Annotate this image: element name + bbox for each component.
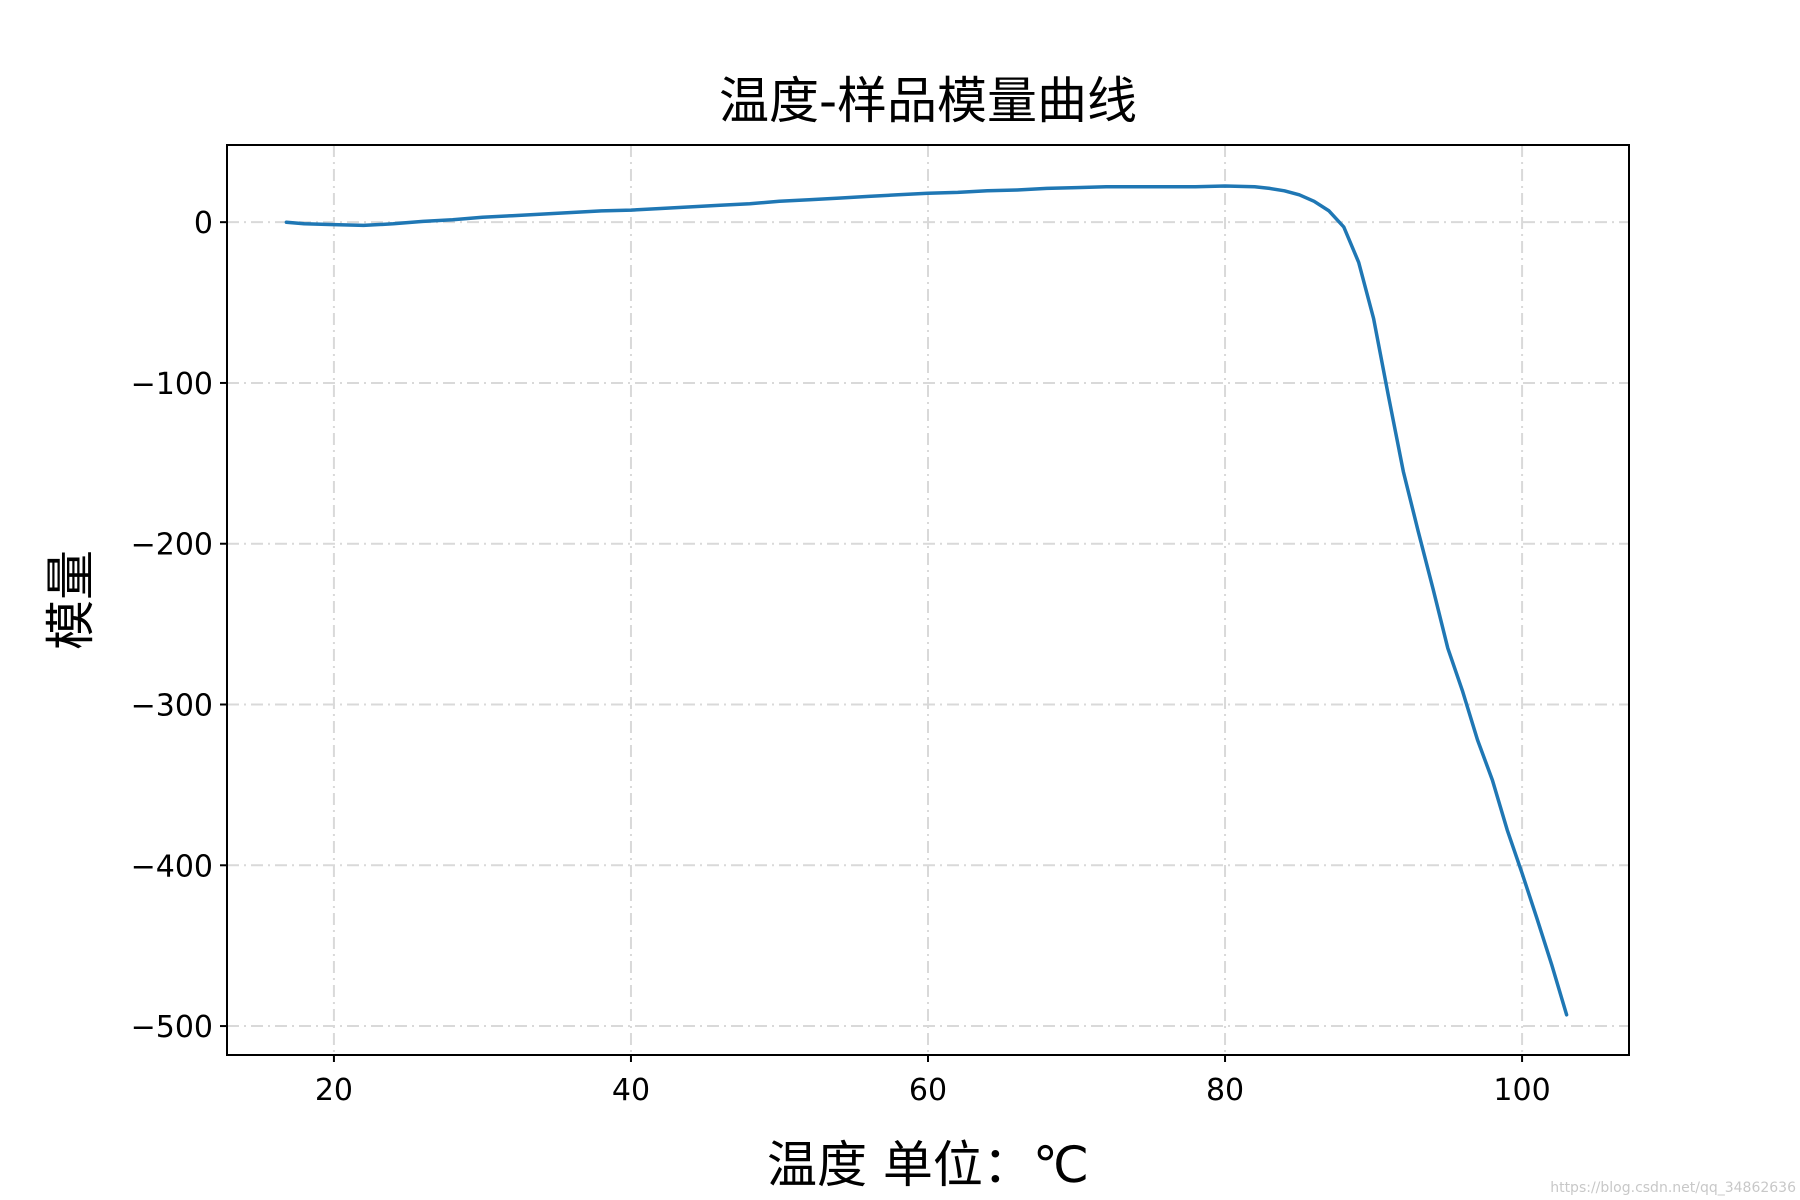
chart-title: 温度-样品模量曲线: [719, 72, 1137, 130]
y-tick-label: −100: [131, 367, 213, 402]
x-tick-label: 40: [612, 1073, 650, 1108]
series-layer: [284, 184, 1569, 1017]
x-tick-label: 20: [315, 1073, 353, 1108]
x-axis-title: 温度 单位：℃: [767, 1136, 1089, 1194]
series-line: [284, 184, 1569, 1017]
y-axis-ticks: 0 −100 −200 −300 −400 −500: [131, 206, 227, 1045]
watermark-text: https://blog.csdn.net/qq_34862636: [1550, 1180, 1796, 1196]
y-tick-label: −200: [131, 528, 213, 563]
grid-lines: [227, 145, 1629, 1055]
y-tick-label: −500: [131, 1010, 213, 1045]
y-axis-title: 模量: [42, 550, 100, 650]
x-tick-label: 60: [909, 1073, 947, 1108]
x-axis-ticks: 20 40 60 80 100: [315, 1055, 1551, 1108]
y-tick-label: 0: [194, 206, 213, 241]
x-tick-label: 100: [1493, 1073, 1550, 1108]
y-tick-label: −300: [131, 689, 213, 724]
y-tick-label: −400: [131, 849, 213, 884]
x-tick-label: 80: [1206, 1073, 1244, 1108]
plot-frame: [226, 144, 1630, 1056]
